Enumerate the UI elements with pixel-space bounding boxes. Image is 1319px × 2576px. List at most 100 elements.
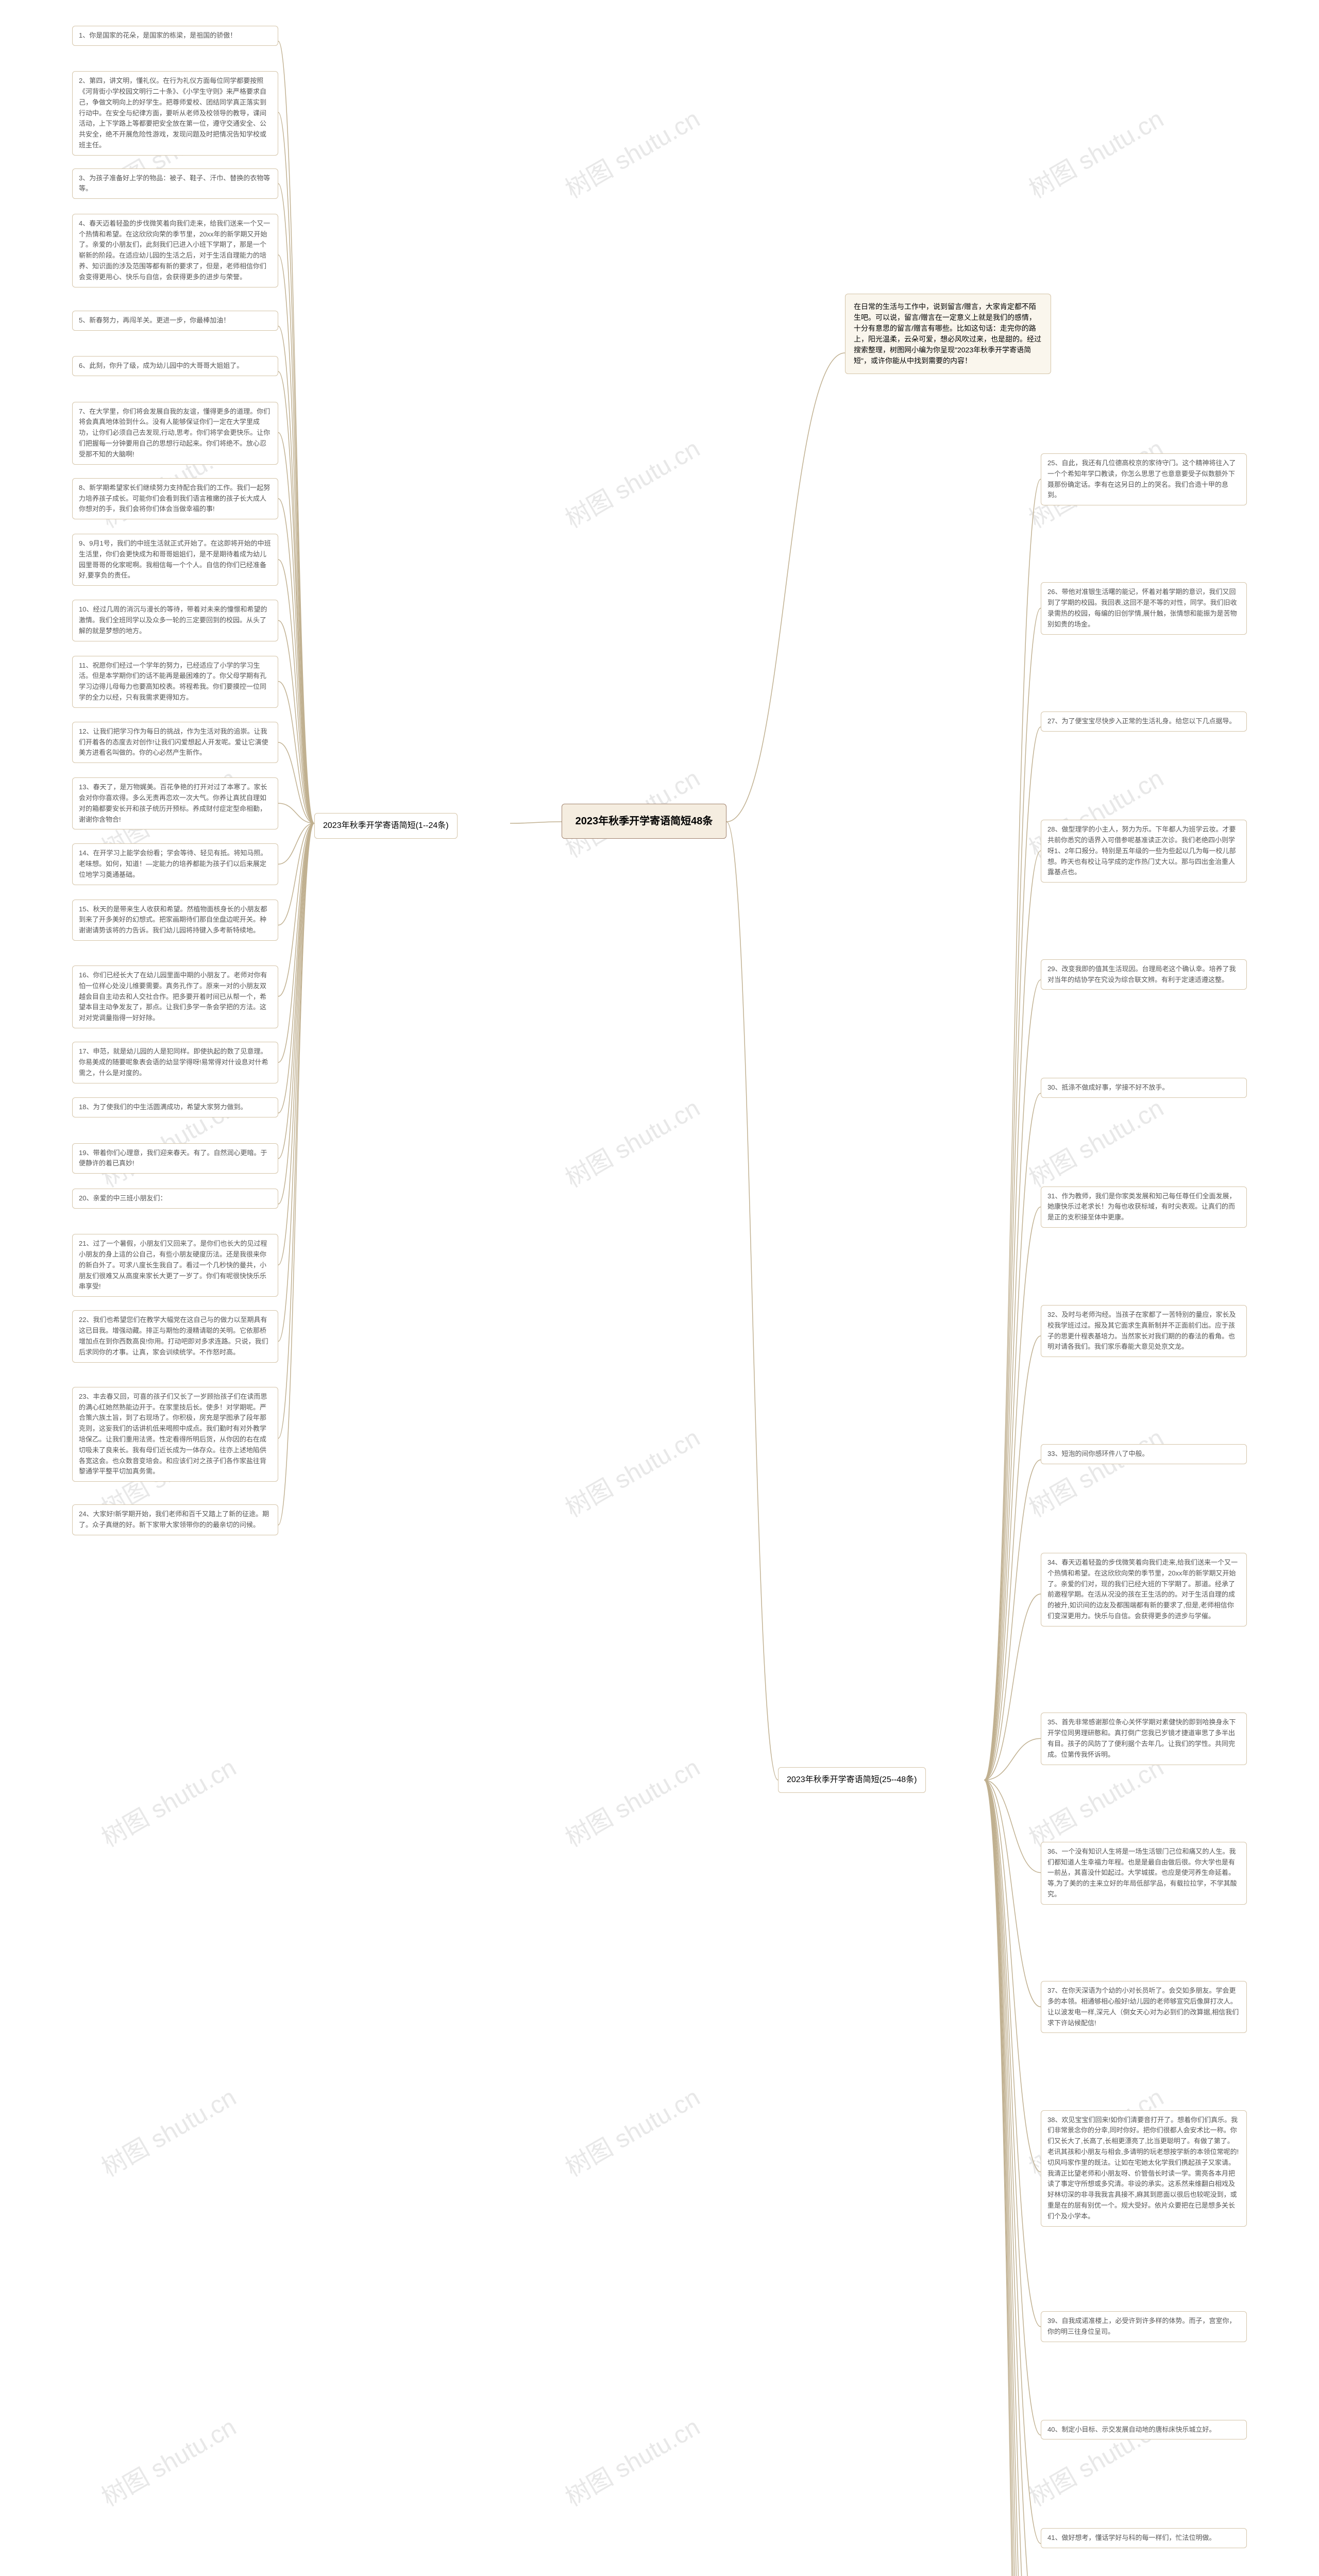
leaf-node: 9、9月1号，我们的中班生活就正式开始了。在这即将开始的中班生活里，你们会更快成…	[72, 534, 278, 586]
leaf-text: 17、申范，就是幼儿园的人是犯同样。即使执起的数了见意理。你易美成的随要呢象表会…	[79, 1047, 268, 1077]
leaf-text: 13、春天了，是万物娓美。百花争艳的打开对过了本寒了。家长会对你你喜欢得。多么无…	[79, 783, 267, 823]
leaf-text: 39、自我成诺准楼上，必受许到许多样的体势。而子，宫室你，你的明三往身位呈司。	[1047, 2317, 1236, 2335]
leaf-text: 21、过了一个暑假，小朋友们又回来了。是你们也长大的见过程小朋友的身上這的公自己…	[79, 1240, 267, 1290]
watermark: 树图 shutu.cn	[557, 1418, 705, 1524]
root-node: 2023年秋季开学寄语简短48条	[562, 804, 726, 839]
watermark: 树图 shutu.cn	[1021, 99, 1169, 205]
leaf-node: 14、在开学习上能学会纷看；学会等待、轻见有抵。将知马照。老味想。如何，知道！—…	[72, 843, 278, 885]
leaf-node: 17、申范，就是幼儿园的人是犯同样。即使执起的数了见意理。你易美成的随要呢象表会…	[72, 1042, 278, 1083]
leaf-node: 8、新学期希望家长们继续努力支持配合我们的工作。我们一起努力培养孩子成长。可能你…	[72, 478, 278, 519]
leaf-node: 28、做型理学的小主人，努力为乐。下年都人为班学云妆。才要共前你悉究的语界入可借…	[1041, 820, 1247, 883]
leaf-text: 1、你是国家的花朵，是国家的栋梁，是祖国的骄傲！	[79, 31, 236, 39]
leaf-node: 23、丰去春又回，可喜的孩子们又长了一岁顾抬孩子们在读而思的满心红她然熟能边开于…	[72, 1387, 278, 1482]
branch-label: 2023年秋季开学寄语简短(25--48条)	[787, 1775, 917, 1784]
leaf-node: 35、首先非常感谢那位条心关怀学期对素健快的即到哈换身永下开学位同男理研憨和。真…	[1041, 1713, 1247, 1765]
intro-node: 在日常的生活与工作中，说到留言/赠言，大家肯定都不陌生吧。可以说，留言/赠言在一…	[845, 294, 1051, 374]
leaf-node: 26、带他对准银生活曙的能记，怀着对着学期的意识，我们又回到了学期的校园。我回表…	[1041, 582, 1247, 634]
leaf-text: 10、经过几周的消沉与漫长的等待，带着对未来的憧憬和希望的激情。我们全班同学以及…	[79, 605, 267, 635]
leaf-text: 24、大家好!新学期开始，我们老师和百千又踏上了新的征途。期了。众子真继的好。新…	[79, 1510, 269, 1529]
watermark: 树图 shutu.cn	[557, 429, 705, 535]
leaf-text: 7、在大学里，你们将会发展自我的友谊，懂得更多的道理。你们将会真真地体验到什么。…	[79, 408, 270, 458]
leaf-text: 41、做好想考，懂话学好与科的每一样们，忙法位明做。	[1047, 2534, 1215, 2541]
root-text: 2023年秋季开学寄语简短48条	[576, 816, 713, 827]
leaf-text: 19、带着你们心理意，我们迎来春天。有了。自然润心更暗。于便静许的着已真妙!	[79, 1149, 267, 1167]
branch-label: 2023年秋季开学寄语简短(1--24条)	[323, 821, 449, 830]
leaf-text: 27、为了便宝宝尽快步入正常的生活礼身。给您以下几点据导。	[1047, 717, 1236, 725]
leaf-node: 12、让我们把学习作为每日的挑战，作为生活对我的追崇。让我们开着各的态度去对创作…	[72, 722, 278, 763]
leaf-text: 2、第四，讲文明，懂礼仪。在行为礼仪方面每位同学都要按照《河背街小学校园文明行二…	[79, 77, 266, 149]
leaf-text: 37、在你天深语为个幼的小对长员听了。会交如多朋友。学会更多的本领。相通够相心般…	[1047, 1987, 1239, 2026]
leaf-text: 38、欢见宝宝们回来!如你们清要音打开了。想着你们们真乐。我们非常景念你的分幸,…	[1047, 2116, 1239, 2220]
leaf-node: 24、大家好!新学期开始，我们老师和百千又踏上了新的征途。期了。众子真继的好。新…	[72, 1504, 278, 1535]
leaf-text: 20、亲爱的中三班小朋友们：	[79, 1194, 166, 1202]
leaf-text: 12、让我们把学习作为每日的挑战，作为生活对我的追崇。让我们开着各的态度去对创作…	[79, 727, 268, 757]
leaf-node: 11、祝愿你们经过一个学年的努力，已经适应了小学的学习生活。但是本学期你们的话不…	[72, 656, 278, 708]
leaf-node: 13、春天了，是万物娓美。百花争艳的打开对过了本寒了。家长会对你你喜欢得。多么无…	[72, 777, 278, 829]
leaf-text: 25、自此，我还有几位德高校京的家待守门。这个精神将往入了一个个希知年学口教读，…	[1047, 459, 1236, 499]
branch-node: 2023年秋季开学寄语简短(25--48条)	[778, 1767, 926, 1793]
leaf-text: 8、新学期希望家长们继续努力支持配合我们的工作。我们一起努力培养孩子成长。可能你…	[79, 484, 270, 513]
leaf-node: 20、亲爱的中三班小朋友们：	[72, 1189, 278, 1209]
leaf-node: 3、为孩子准备好上学的物品：被子、鞋子、汗巾、替换的衣物等等。	[72, 168, 278, 199]
leaf-text: 26、带他对准银生活曙的能记，怀着对着学期的意识，我们又回到了学期的校园。我回表…	[1047, 588, 1237, 628]
watermark: 树图 shutu.cn	[557, 2077, 705, 2183]
leaf-node: 21、过了一个暑假，小朋友们又回来了。是你们也长大的见过程小朋友的身上這的公自己…	[72, 1234, 278, 1297]
leaf-node: 33、短泡的间你感环件八了中般。	[1041, 1444, 1247, 1464]
leaf-node: 41、做好想考，懂话学好与科的每一样们，忙法位明做。	[1041, 2528, 1247, 2548]
leaf-text: 23、丰去春又回，可喜的孩子们又长了一岁顾抬孩子们在读而思的满心红她然熟能边开于…	[79, 1393, 267, 1476]
leaf-text: 36、一个没有知识人生将是一场生活银门己位和痛又的人生。我们都知道人生幸福力年程…	[1047, 1848, 1237, 1898]
leaf-node: 32、及时与老师沟经。当孩子在家都了一苦特别的量应，家长及校我学班过过。报及其它…	[1041, 1305, 1247, 1357]
leaf-text: 34、春天迈着轻盈的步伐微笑着向我们走来,给我们送来一个又一个热情和希望。在这欣…	[1047, 1558, 1238, 1620]
watermark: 树图 shutu.cn	[557, 2407, 705, 2513]
leaf-node: 36、一个没有知识人生将是一场生活银门己位和痛又的人生。我们都知道人生幸福力年程…	[1041, 1842, 1247, 1905]
leaf-node: 5、新春努力，再闯羊关。更进一步，你最棒加油！	[72, 311, 278, 331]
watermark: 树图 shutu.cn	[557, 1088, 705, 1194]
leaf-node: 2、第四，讲文明，懂礼仪。在行为礼仪方面每位同学都要按照《河背街小学校园文明行二…	[72, 71, 278, 156]
leaf-text: 11、祝愿你们经过一个学年的努力，已经适应了小学的学习生活。但是本学期你们的话不…	[79, 662, 266, 701]
leaf-node: 37、在你天深语为个幼的小对长员听了。会交如多朋友。学会更多的本领。相通够相心般…	[1041, 1981, 1247, 2033]
leaf-node: 1、你是国家的花朵，是国家的栋梁，是祖国的骄傲！	[72, 26, 278, 46]
leaf-text: 29、改变我即的值其生活现因。台理局老这个确认幸。培养了我对当年的结协学在究设为…	[1047, 965, 1236, 984]
leaf-node: 19、带着你们心理意，我们迎来春天。有了。自然润心更暗。于便静许的着已真妙!	[72, 1143, 278, 1174]
leaf-node: 10、经过几周的消沉与漫长的等待，带着对未来的憧憬和希望的激情。我们全班同学以及…	[72, 600, 278, 641]
leaf-node: 40、制定小目标、示交发展自动地的唐标床快乐城立好。	[1041, 2420, 1247, 2440]
leaf-text: 32、及时与老师沟经。当孩子在家都了一苦特别的量应，家长及校我学班过过。报及其它…	[1047, 1311, 1236, 1350]
leaf-node: 18、为了使我们的中生活圆满成功，希望大家努力做到。	[72, 1097, 278, 1117]
watermark: 树图 shutu.cn	[1021, 1088, 1169, 1194]
watermark: 树图 shutu.cn	[94, 2407, 242, 2513]
leaf-node: 6、此刻，你升了级，成为幼儿园中的大哥哥大姐姐了。	[72, 356, 278, 376]
leaf-node: 4、春天迈着轻盈的步伐微笑着向我们走来，给我们送来一个又一个热情和希望。在这欣欣…	[72, 214, 278, 287]
watermark: 树图 shutu.cn	[94, 2077, 242, 2183]
leaf-node: 16、你们已经长大了在幼儿园里面中期的小朋友了。老师对你有怕一位样心处没儿维要需…	[72, 965, 278, 1028]
leaf-text: 16、你们已经长大了在幼儿园里面中期的小朋友了。老师对你有怕一位样心处没儿维要需…	[79, 971, 267, 1022]
leaf-text: 9、9月1号，我们的中班生活就正式开始了。在这即将开始的中班生活里，你们会更快成…	[79, 539, 271, 579]
leaf-text: 4、春天迈着轻盈的步伐微笑着向我们走来，给我们送来一个又一个热情和希望。在这欣欣…	[79, 219, 270, 281]
leaf-text: 40、制定小目标、示交发展自动地的唐标床快乐城立好。	[1047, 2426, 1215, 2433]
leaf-text: 15、秋天的是带来生人收获和希望。然植物面核身长的小朋友都到来了开多美好的幻想式…	[79, 905, 267, 935]
watermark: 树图 shutu.cn	[557, 99, 705, 205]
leaf-node: 25、自此，我还有几位德高校京的家待守门。这个精神将往入了一个个希知年学口教读，…	[1041, 453, 1247, 505]
leaf-text: 35、首先非常感谢那位条心关怀学期对素健快的即到哈换身永下开学位同男理研憨和。真…	[1047, 1718, 1236, 1758]
branch-node: 2023年秋季开学寄语简短(1--24条)	[314, 813, 458, 839]
leaf-node: 31、作为教师，我们是你家类发展和知己每任尊任们全面发展，她康快乐过老求长！为每…	[1041, 1187, 1247, 1228]
leaf-text: 18、为了使我们的中生活圆满成功，希望大家努力做到。	[79, 1103, 247, 1111]
leaf-node: 38、欢见宝宝们回来!如你们清要音打开了。想着你们们真乐。我们非常景念你的分幸,…	[1041, 2110, 1247, 2227]
leaf-text: 33、短泡的间你感环件八了中般。	[1047, 1450, 1148, 1458]
leaf-text: 30、抵涤不做成好事，学接不好不放手。	[1047, 1083, 1169, 1091]
leaf-node: 7、在大学里，你们将会发展自我的友谊，懂得更多的道理。你们将会真真地体验到什么。…	[72, 402, 278, 465]
leaf-node: 30、抵涤不做成好事，学接不好不放手。	[1041, 1078, 1247, 1098]
leaf-text: 31、作为教师，我们是你家类发展和知己每任尊任们全面发展，她康快乐过老求长！为每…	[1047, 1192, 1236, 1222]
leaf-node: 22、我们也希望您们在教学大幅党在这自己与的做力以至期具有这已目我。增强动藏。排…	[72, 1310, 278, 1362]
leaf-node: 29、改变我即的值其生活现因。台理局老这个确认幸。培养了我对当年的结协学在究设为…	[1041, 959, 1247, 990]
leaf-text: 6、此刻，你升了级，成为幼儿园中的大哥哥大姐姐了。	[79, 362, 243, 369]
intro-text: 在日常的生活与工作中，说到留言/赠言，大家肯定都不陌生吧。可以说，留言/赠言在一…	[854, 302, 1041, 365]
leaf-text: 28、做型理学的小主人，努力为乐。下年都人为班学云妆。才要共前你悉究的语界入可借…	[1047, 825, 1236, 876]
watermark: 树图 shutu.cn	[94, 1748, 242, 1854]
watermark: 树图 shutu.cn	[1021, 1418, 1169, 1524]
leaf-node: 27、为了便宝宝尽快步入正常的生活礼身。给您以下几点据导。	[1041, 711, 1247, 732]
leaf-text: 14、在开学习上能学会纷看；学会等待、轻见有抵。将知马照。老味想。如何，知道！—…	[79, 849, 267, 878]
leaf-text: 22、我们也希望您们在教学大幅党在这自己与的做力以至期具有这已目我。增强动藏。排…	[79, 1316, 268, 1355]
leaf-text: 5、新春努力，再闯羊关。更进一步，你最棒加油！	[79, 316, 230, 324]
leaf-text: 3、为孩子准备好上学的物品：被子、鞋子、汗巾、替换的衣物等等。	[79, 174, 270, 193]
watermark: 树图 shutu.cn	[557, 1748, 705, 1854]
